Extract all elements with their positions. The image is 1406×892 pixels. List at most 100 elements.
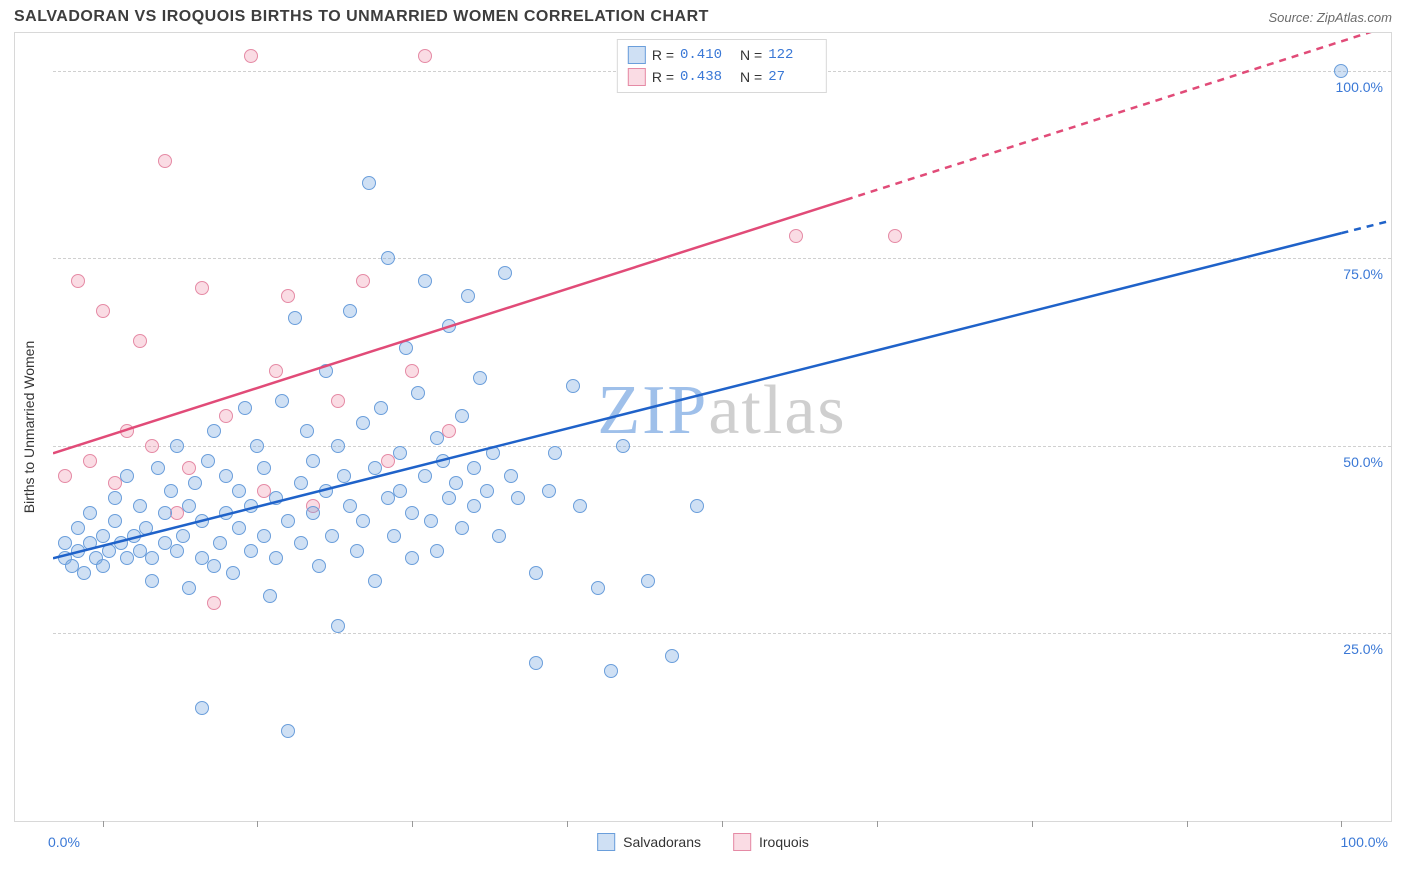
data-point-salvadorans [511,491,525,505]
data-point-iroquois [83,454,97,468]
data-point-salvadorans [616,439,630,453]
watermark-zip: ZIP [597,372,708,449]
data-point-iroquois [442,424,456,438]
data-point-salvadorans [176,529,190,543]
data-point-iroquois [96,304,110,318]
source-prefix: Source: [1268,10,1316,25]
n-value: 27 [768,66,816,88]
data-point-salvadorans [356,416,370,430]
data-point-salvadorans [195,701,209,715]
data-point-salvadorans [182,581,196,595]
n-label: N = [740,66,762,88]
data-point-iroquois [269,364,283,378]
data-point-salvadorans [164,484,178,498]
data-point-salvadorans [337,469,351,483]
correlation-row-salvadorans: R = 0.410 N = 122 [628,44,816,66]
data-point-salvadorans [170,544,184,558]
data-point-salvadorans [1334,64,1348,78]
swatch-iroquois-icon [733,833,751,851]
legend-label-iroquois: Iroquois [759,834,809,850]
data-point-salvadorans [455,521,469,535]
data-point-salvadorans [139,521,153,535]
watermark-atlas: atlas [708,372,846,449]
data-point-salvadorans [306,454,320,468]
data-point-salvadorans [430,431,444,445]
data-point-salvadorans [424,514,438,528]
data-point-salvadorans [151,461,165,475]
data-point-salvadorans [542,484,556,498]
n-value: 122 [768,44,816,66]
y-axis-label: Births to Unmarried Women [21,341,37,513]
data-point-salvadorans [319,364,333,378]
data-point-iroquois [120,424,134,438]
legend-label-salvadorans: Salvadorans [623,834,701,850]
data-point-salvadorans [498,266,512,280]
data-point-iroquois [182,461,196,475]
correlation-row-iroquois: R = 0.438 N = 27 [628,66,816,88]
data-point-salvadorans [566,379,580,393]
data-point-salvadorans [356,514,370,528]
data-point-iroquois [158,154,172,168]
data-point-iroquois [71,274,85,288]
gridline [53,633,1391,634]
data-point-salvadorans [480,484,494,498]
legend-item-salvadorans: Salvadorans [597,833,701,851]
r-label: R = [652,66,674,88]
y-tick-label: 75.0% [1343,266,1383,282]
y-tick-label: 50.0% [1343,454,1383,470]
data-point-salvadorans [455,409,469,423]
data-point-salvadorans [226,566,240,580]
data-point-salvadorans [393,446,407,460]
gridline [53,258,1391,259]
data-point-iroquois [58,469,72,483]
data-point-iroquois [244,49,258,63]
data-point-iroquois [405,364,419,378]
data-point-salvadorans [275,394,289,408]
data-point-salvadorans [71,544,85,558]
data-point-iroquois [219,409,233,423]
data-point-salvadorans [250,439,264,453]
data-point-salvadorans [244,544,258,558]
data-point-salvadorans [207,559,221,573]
data-point-salvadorans [300,424,314,438]
data-point-salvadorans [405,506,419,520]
data-point-iroquois [281,289,295,303]
series-legend: Salvadorans Iroquois [597,833,809,851]
data-point-salvadorans [294,476,308,490]
data-point-salvadorans [281,514,295,528]
data-point-salvadorans [362,176,376,190]
chart-footer: 0.0% Salvadorans Iroquois 100.0% [0,822,1406,862]
data-point-salvadorans [257,461,271,475]
data-point-salvadorans [232,521,246,535]
data-point-salvadorans [430,544,444,558]
swatch-salvadorans-icon [628,46,646,64]
data-point-salvadorans [411,386,425,400]
data-point-salvadorans [418,469,432,483]
data-point-salvadorans [294,536,308,550]
data-point-salvadorans [665,649,679,663]
data-point-salvadorans [108,491,122,505]
data-point-salvadorans [133,499,147,513]
data-point-salvadorans [641,574,655,588]
data-point-salvadorans [381,251,395,265]
source-name: ZipAtlas.com [1317,10,1392,25]
data-point-salvadorans [399,341,413,355]
plot-area: Births to Unmarried Women ZIPatlas R = 0… [53,33,1391,821]
data-point-salvadorans [238,401,252,415]
data-point-salvadorans [158,506,172,520]
data-point-salvadorans [548,446,562,460]
data-point-salvadorans [219,506,233,520]
data-point-salvadorans [591,581,605,595]
data-point-salvadorans [492,529,506,543]
data-point-salvadorans [573,499,587,513]
data-point-salvadorans [467,461,481,475]
data-point-salvadorans [368,461,382,475]
data-point-salvadorans [306,506,320,520]
data-point-salvadorans [319,484,333,498]
data-point-salvadorans [145,551,159,565]
data-point-salvadorans [219,469,233,483]
data-point-salvadorans [350,544,364,558]
data-point-salvadorans [604,664,618,678]
data-point-salvadorans [207,424,221,438]
chart-title: SALVADORAN VS IROQUOIS BIRTHS TO UNMARRI… [14,8,709,26]
